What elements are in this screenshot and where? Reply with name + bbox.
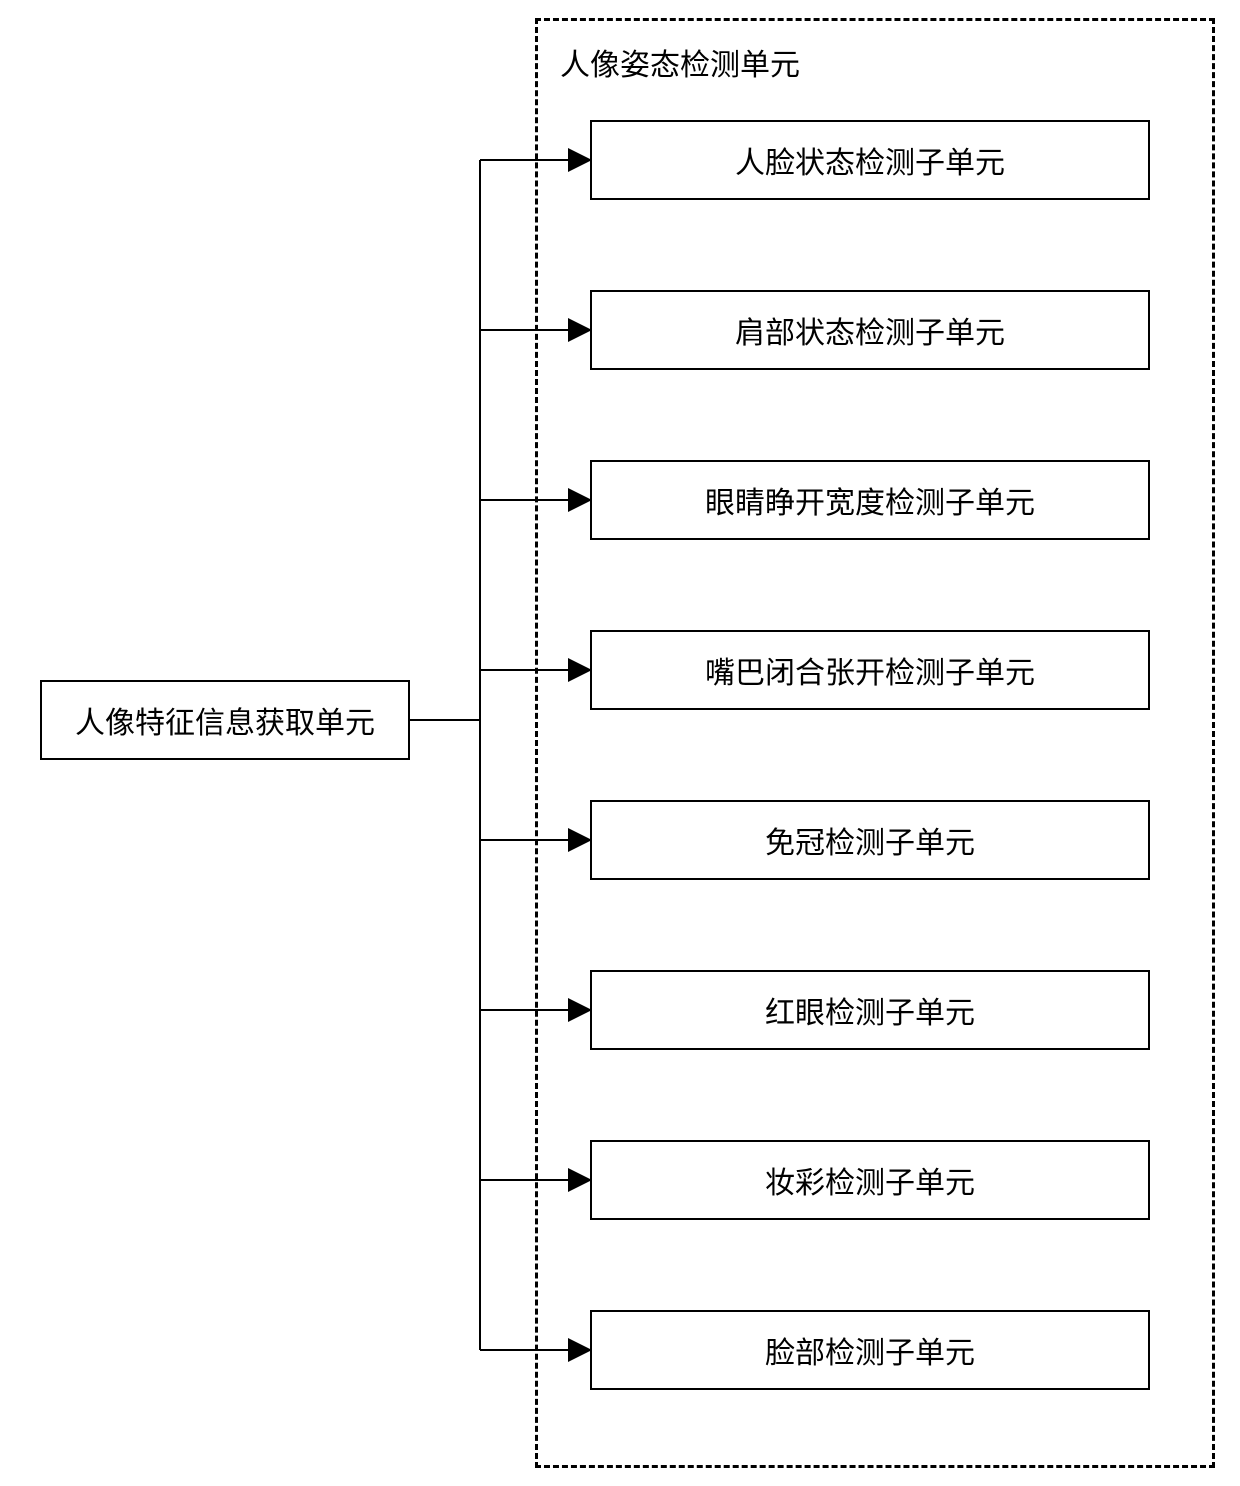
sub-label: 红眼检测子单元 bbox=[765, 988, 975, 1032]
sub-box-face-detect: 脸部检测子单元 bbox=[590, 1310, 1150, 1390]
sub-box-red-eye: 红眼检测子单元 bbox=[590, 970, 1150, 1050]
sub-label: 肩部状态检测子单元 bbox=[735, 308, 1005, 352]
sub-label: 妆彩检测子单元 bbox=[765, 1158, 975, 1202]
sub-box-shoulder-state: 肩部状态检测子单元 bbox=[590, 290, 1150, 370]
sub-box-face-state: 人脸状态检测子单元 bbox=[590, 120, 1150, 200]
sub-box-mouth-state: 嘴巴闭合张开检测子单元 bbox=[590, 630, 1150, 710]
sub-label: 脸部检测子单元 bbox=[765, 1328, 975, 1372]
posture-detection-container bbox=[535, 18, 1215, 1468]
container-title: 人像姿态检测单元 bbox=[560, 40, 800, 84]
source-label: 人像特征信息获取单元 bbox=[75, 698, 375, 742]
sub-label: 免冠检测子单元 bbox=[765, 818, 975, 862]
sub-box-makeup: 妆彩检测子单元 bbox=[590, 1140, 1150, 1220]
sub-label: 眼睛睁开宽度检测子单元 bbox=[705, 478, 1035, 522]
sub-label: 人脸状态检测子单元 bbox=[735, 138, 1005, 182]
sub-box-eye-width: 眼睛睁开宽度检测子单元 bbox=[590, 460, 1150, 540]
source-box: 人像特征信息获取单元 bbox=[40, 680, 410, 760]
sub-label: 嘴巴闭合张开检测子单元 bbox=[705, 648, 1035, 692]
sub-box-headwear: 免冠检测子单元 bbox=[590, 800, 1150, 880]
